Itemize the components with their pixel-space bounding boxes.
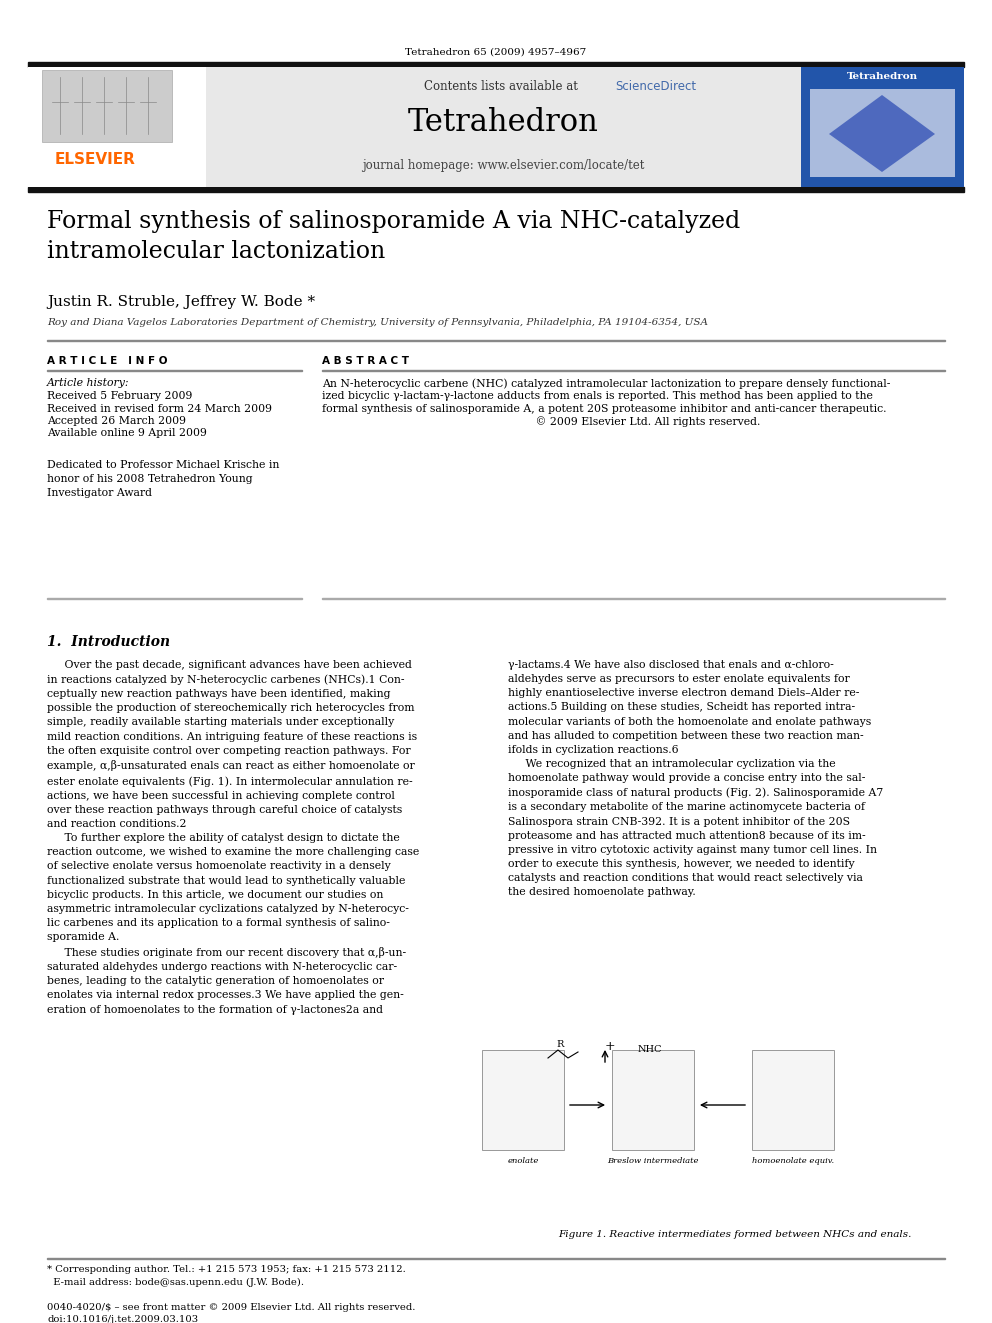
Text: formal synthesis of salinosporamide A, a potent 20S proteasome inhibitor and ant: formal synthesis of salinosporamide A, a…	[322, 404, 887, 414]
Text: enolate: enolate	[507, 1158, 539, 1166]
Text: Received 5 February 2009: Received 5 February 2009	[47, 392, 192, 401]
Text: Available online 9 April 2009: Available online 9 April 2009	[47, 429, 207, 438]
Bar	[801, 67, 964, 187]
Text: Figure 1. Reactive intermediates formed between NHCs and enals.: Figure 1. Reactive intermediates formed …	[558, 1230, 912, 1240]
Bar	[206, 67, 801, 187]
Bar	[42, 70, 172, 142]
Polygon shape	[829, 95, 935, 172]
Text: 1.  Introduction: 1. Introduction	[47, 635, 170, 650]
Text: Accepted 26 March 2009: Accepted 26 March 2009	[47, 415, 186, 426]
Text: Tetrahedron 65 (2009) 4957–4967: Tetrahedron 65 (2009) 4957–4967	[406, 48, 586, 57]
Text: A B S T R A C T: A B S T R A C T	[322, 356, 409, 366]
Text: An N-heterocyclic carbene (NHC) catalyzed intramolecular lactonization to prepar: An N-heterocyclic carbene (NHC) catalyze…	[322, 378, 891, 389]
Text: Breslow intermediate: Breslow intermediate	[607, 1158, 698, 1166]
Bar	[482, 1050, 564, 1150]
Bar	[28, 62, 964, 67]
Text: homoenolate equiv.: homoenolate equiv.	[752, 1158, 834, 1166]
Bar	[28, 67, 206, 187]
Text: Roy and Diana Vagelos Laboratories Department of Chemistry, University of Pennsy: Roy and Diana Vagelos Laboratories Depar…	[47, 318, 708, 327]
Bar	[508, 1025, 958, 1225]
Text: NHC: NHC	[638, 1045, 663, 1054]
Text: ized bicyclic γ-lactam-γ-lactone adducts from enals is reported. This method has: ized bicyclic γ-lactam-γ-lactone adducts…	[322, 390, 873, 401]
Text: ELSEVIER: ELSEVIER	[55, 152, 136, 167]
Bar	[612, 1050, 694, 1150]
Text: journal homepage: www.elsevier.com/locate/tet: journal homepage: www.elsevier.com/locat…	[362, 159, 644, 172]
Text: Dedicated to Professor Michael Krische in
honor of his 2008 Tetrahedron Young
In: Dedicated to Professor Michael Krische i…	[47, 460, 280, 497]
Text: Tetrahedron: Tetrahedron	[846, 71, 918, 81]
Text: R: R	[557, 1040, 563, 1049]
Text: +: +	[605, 1040, 615, 1053]
Bar	[752, 1050, 834, 1150]
Bar	[28, 67, 964, 189]
Bar	[810, 89, 955, 177]
Text: Contents lists available at: Contents lists available at	[424, 79, 581, 93]
Text: Justin R. Struble, Jeffrey W. Bode *: Justin R. Struble, Jeffrey W. Bode *	[47, 295, 315, 310]
Text: A R T I C L E   I N F O: A R T I C L E I N F O	[47, 356, 168, 366]
Text: Formal synthesis of salinosporamide A via NHC-catalyzed
intramolecular lactoniza: Formal synthesis of salinosporamide A vi…	[47, 210, 740, 263]
Text: * Corresponding author. Tel.: +1 215 573 1953; fax: +1 215 573 2112.
  E-mail ad: * Corresponding author. Tel.: +1 215 573…	[47, 1265, 416, 1323]
Text: Received in revised form 24 March 2009: Received in revised form 24 March 2009	[47, 404, 272, 414]
Text: Over the past decade, significant advances have been achieved
in reactions catal: Over the past decade, significant advanc…	[47, 660, 420, 1015]
Bar	[28, 187, 964, 192]
Text: Article history:: Article history:	[47, 378, 130, 388]
Text: γ-lactams.4 We have also disclosed that enals and α-chloro-
aldehydes serve as p: γ-lactams.4 We have also disclosed that …	[508, 660, 883, 897]
Text: © 2009 Elsevier Ltd. All rights reserved.: © 2009 Elsevier Ltd. All rights reserved…	[322, 417, 761, 427]
Text: Tetrahedron: Tetrahedron	[408, 107, 598, 138]
Text: ScienceDirect: ScienceDirect	[615, 79, 696, 93]
